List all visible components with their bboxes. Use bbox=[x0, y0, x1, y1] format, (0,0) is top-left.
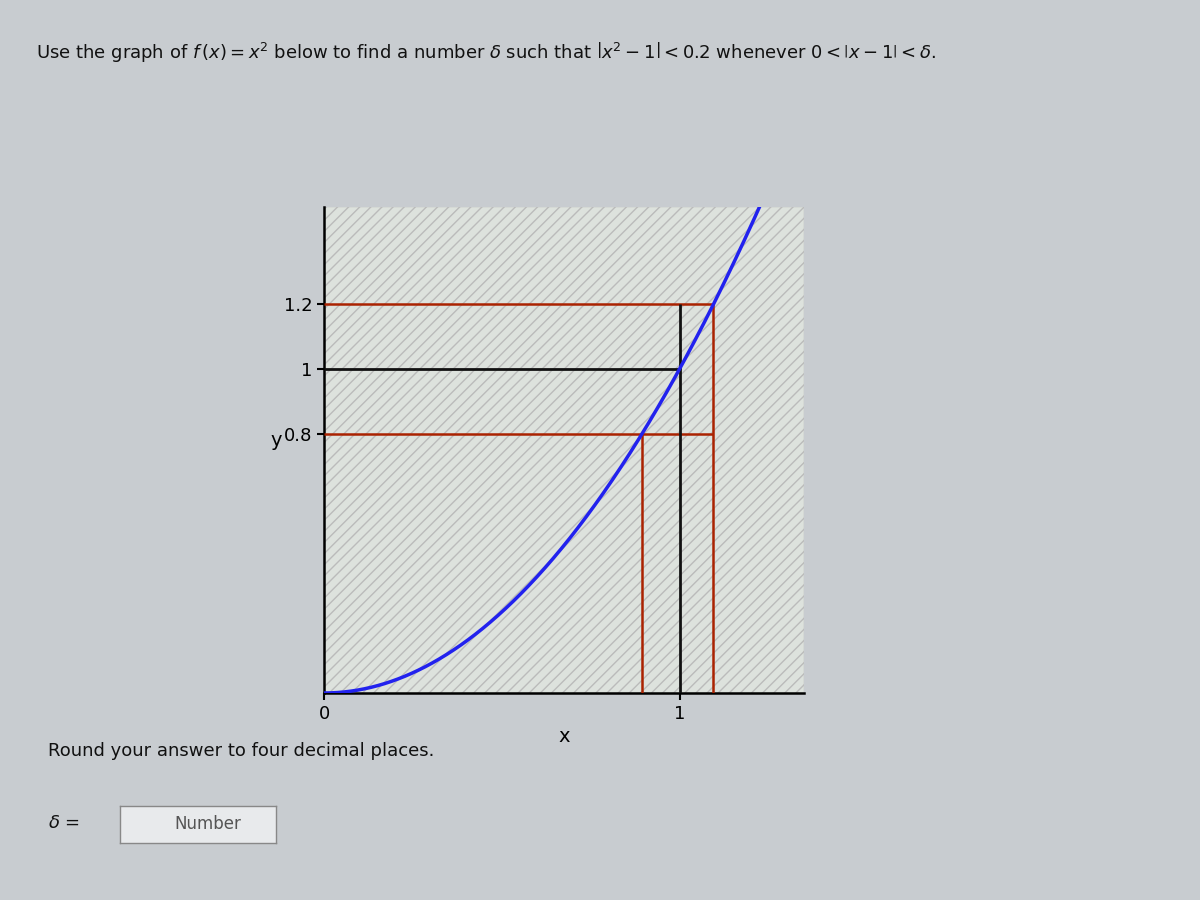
Text: $\delta$ =: $\delta$ = bbox=[48, 814, 80, 832]
X-axis label: x: x bbox=[558, 727, 570, 746]
Text: Round your answer to four decimal places.: Round your answer to four decimal places… bbox=[48, 742, 434, 760]
Bar bbox=[324, 207, 804, 693]
Text: Number: Number bbox=[175, 815, 241, 833]
Y-axis label: y: y bbox=[270, 431, 282, 450]
Text: Use the graph of $f\,(x) = x^2$ below to find a number $\delta$ such that $\left: Use the graph of $f\,(x) = x^2$ below to… bbox=[36, 40, 936, 65]
